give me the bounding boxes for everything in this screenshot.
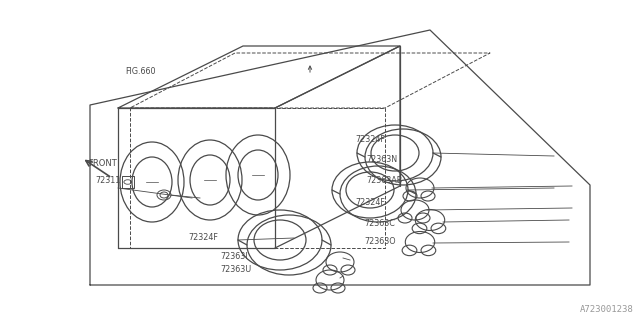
Text: 72363U: 72363U [221, 265, 252, 274]
Text: 72324F: 72324F [355, 198, 385, 207]
Text: 72363C: 72363C [365, 220, 396, 228]
Text: 72311: 72311 [95, 176, 120, 185]
Text: A723001238: A723001238 [580, 305, 634, 314]
Text: 72363I: 72363I [221, 252, 248, 261]
Text: FRONT: FRONT [88, 159, 117, 168]
Text: 72363N: 72363N [366, 156, 397, 164]
Text: 72324F: 72324F [189, 233, 219, 242]
Text: 72363O: 72363O [365, 237, 396, 246]
Text: 72363AB: 72363AB [366, 176, 403, 185]
Text: FIG.660: FIG.660 [125, 68, 156, 76]
Text: 72324F: 72324F [355, 135, 385, 144]
